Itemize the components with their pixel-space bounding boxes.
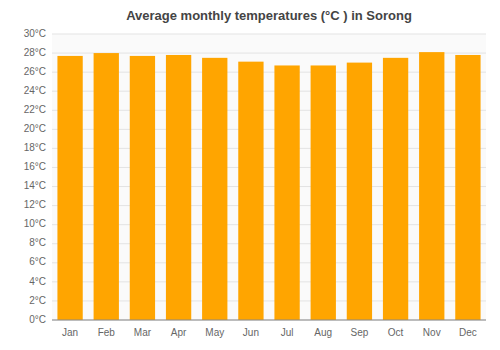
x-tick-label: Apr <box>171 327 187 338</box>
x-axis: Jan Feb Mar Apr May Jun Jul Aug Sep Oct Nov Dec <box>62 327 477 338</box>
y-tick-label: 12°C <box>24 199 46 210</box>
bar <box>455 55 480 320</box>
y-tick-label: 10°C <box>24 218 46 229</box>
x-tick-label: Jul <box>281 327 294 338</box>
x-tick-label: Nov <box>423 327 441 338</box>
plot-area <box>52 34 486 320</box>
y-tick-label: 26°C <box>24 66 46 77</box>
y-tick-label: 14°C <box>24 180 46 191</box>
x-tick-label: Jan <box>62 327 78 338</box>
bar <box>274 65 299 320</box>
y-tick-label: 0°C <box>29 314 46 325</box>
x-tick-label: Mar <box>134 327 152 338</box>
y-tick-label: 8°C <box>29 237 46 248</box>
bar <box>347 63 372 320</box>
y-tick-label: 2°C <box>29 295 46 306</box>
chart: 0°C 2°C 4°C 6°C 8°C 10°C 12°C 14°C 16°C 18°C 20°C 2… <box>0 0 500 350</box>
y-tick-label: 18°C <box>24 142 46 153</box>
y-tick-label: 28°C <box>24 47 46 58</box>
y-tick-label: 16°C <box>24 161 46 172</box>
grid-line <box>52 320 486 321</box>
x-tick-label: Sep <box>351 327 369 338</box>
bar <box>419 52 444 320</box>
bar <box>383 58 408 320</box>
bar <box>311 65 336 320</box>
bar <box>166 55 191 320</box>
bar <box>238 62 263 320</box>
y-tick-label: 6°C <box>29 256 46 267</box>
y-tick-label: 24°C <box>24 85 46 96</box>
grid-line <box>52 34 486 35</box>
bar <box>57 56 82 320</box>
bar <box>202 58 227 320</box>
x-tick-label: Dec <box>459 327 477 338</box>
y-grid <box>52 34 486 320</box>
bars <box>57 52 480 320</box>
x-tick-label: Aug <box>314 327 332 338</box>
page: {"chart_data": {"type": "bar", "title": … <box>0 0 500 350</box>
bar <box>130 56 155 320</box>
y-axis: 0°C 2°C 4°C 6°C 8°C 10°C 12°C 14°C 16°C 18°C 20°C 2… <box>24 28 46 325</box>
y-tick-label: 22°C <box>24 104 46 115</box>
x-tick-label: Oct <box>388 327 404 338</box>
x-axis-line <box>52 320 486 321</box>
x-tick-label: Jun <box>243 327 259 338</box>
bar <box>94 53 119 320</box>
title: Average monthly temperatures (°C ) in So… <box>126 8 412 23</box>
y-tick-label: 20°C <box>24 123 46 134</box>
y-tick-label: 30°C <box>24 28 46 39</box>
x-tick-label: Feb <box>98 327 116 338</box>
y-tick-label: 4°C <box>29 276 46 287</box>
x-tick-label: May <box>205 327 224 338</box>
